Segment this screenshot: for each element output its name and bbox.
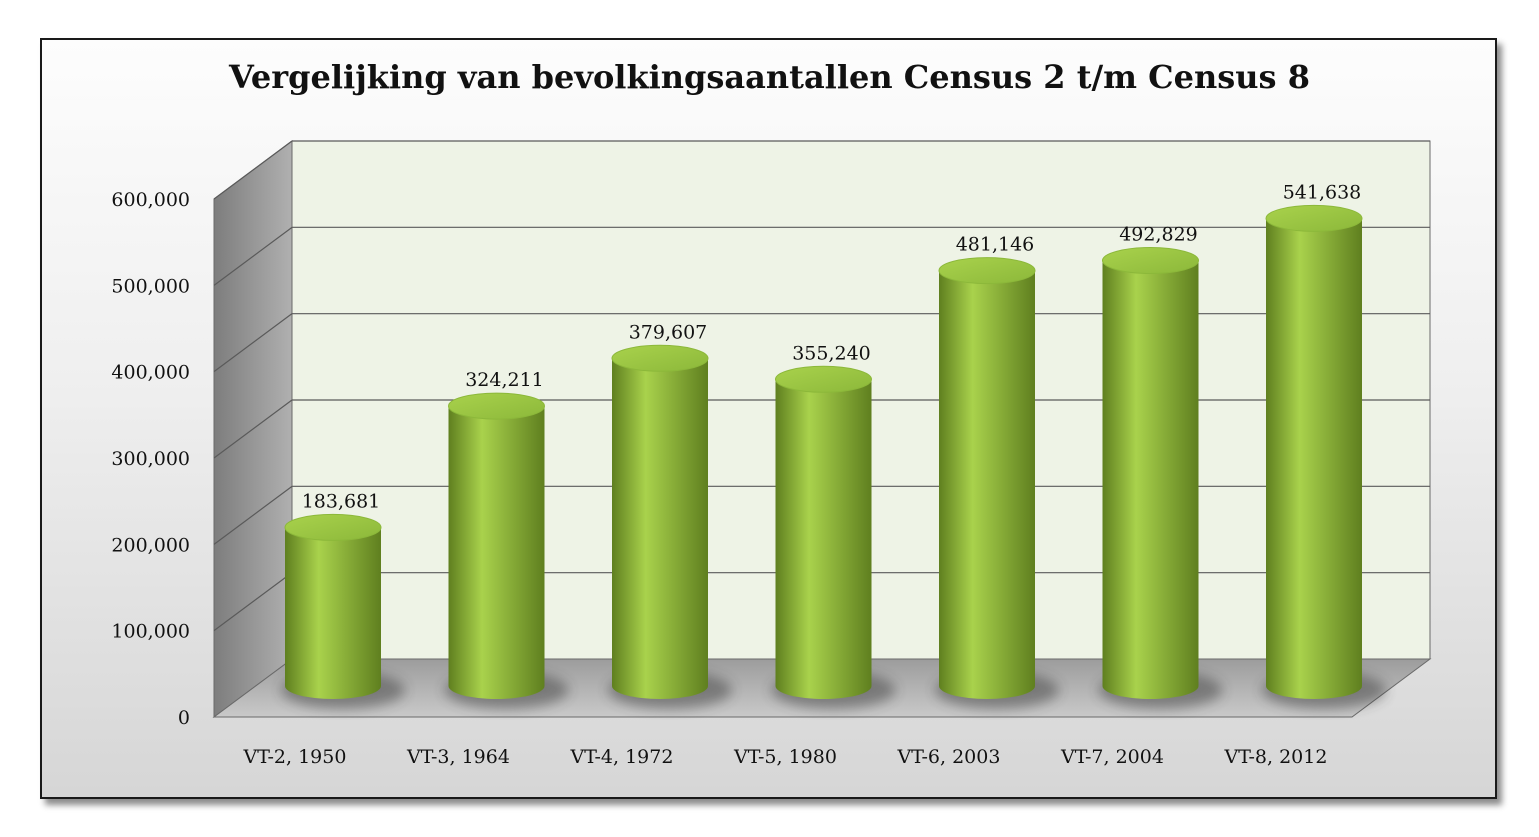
y-tick-label: 0 <box>178 707 190 729</box>
bar <box>608 344 732 709</box>
bar-cap <box>284 513 382 541</box>
bar <box>281 513 405 709</box>
bar-body <box>612 358 708 699</box>
bars: 183,681 324,211 379,607 355,240 481,146 492,8… <box>281 181 1386 709</box>
x-category-label: VT-5, 1980 <box>733 746 837 768</box>
bar-cap <box>1102 247 1199 275</box>
data-label: 324,211 <box>465 369 544 391</box>
bar-body <box>939 270 1035 699</box>
chart-title: Vergelijking van bevolkingsaantallen Cen… <box>229 58 1310 96</box>
bar <box>444 392 569 709</box>
bar-cap <box>938 257 1036 285</box>
bar-body <box>775 379 872 700</box>
data-label: 183,681 <box>302 490 381 512</box>
y-axis-ticks: 0 100,000 200,000 300,000 400,000 500,000 600,… <box>111 189 190 729</box>
gridline-side <box>213 572 293 632</box>
x-category-label: VT-6, 2003 <box>897 746 1001 768</box>
y-tick-label: 400,000 <box>111 362 190 384</box>
x-category-label: VT-8, 2012 <box>1224 746 1328 768</box>
bar-body <box>1102 260 1199 700</box>
gridline-side <box>213 140 293 200</box>
data-label: 541,638 <box>1283 181 1362 203</box>
y-tick-label: 600,000 <box>111 189 190 211</box>
x-category-label: VT-2, 1950 <box>243 746 347 768</box>
x-axis-categories: VT-2, 1950 VT-3, 1964 VT-4, 1972 VT-5, 1980… <box>243 746 1328 768</box>
gridline-side <box>213 313 293 373</box>
bar-cap <box>611 344 709 372</box>
y-tick-label: 200,000 <box>111 534 190 556</box>
bar-cap <box>448 392 545 420</box>
y-tick-label: 300,000 <box>111 448 190 470</box>
bar-body <box>448 406 545 700</box>
x-category-label: VT-4, 1972 <box>570 746 674 768</box>
bar <box>1098 247 1223 709</box>
gridline-side <box>213 399 293 459</box>
y-tick-label: 500,000 <box>111 275 190 297</box>
bar-body <box>1266 218 1362 699</box>
data-label: 355,240 <box>792 342 871 364</box>
y-tick-label: 100,000 <box>111 621 190 643</box>
gridline-side <box>213 485 293 545</box>
x-category-label: VT-7, 2004 <box>1060 746 1164 768</box>
bar-body <box>285 527 381 699</box>
bar-cap <box>775 365 872 393</box>
data-label: 492,829 <box>1119 224 1198 246</box>
bar <box>771 365 896 709</box>
gridline-side <box>213 226 293 286</box>
bar-cap <box>1265 204 1363 232</box>
bar <box>1262 204 1386 709</box>
x-category-label: VT-3, 1964 <box>406 746 510 768</box>
bar <box>935 257 1059 709</box>
data-label: 379,607 <box>629 321 708 343</box>
data-label: 481,146 <box>956 234 1035 256</box>
